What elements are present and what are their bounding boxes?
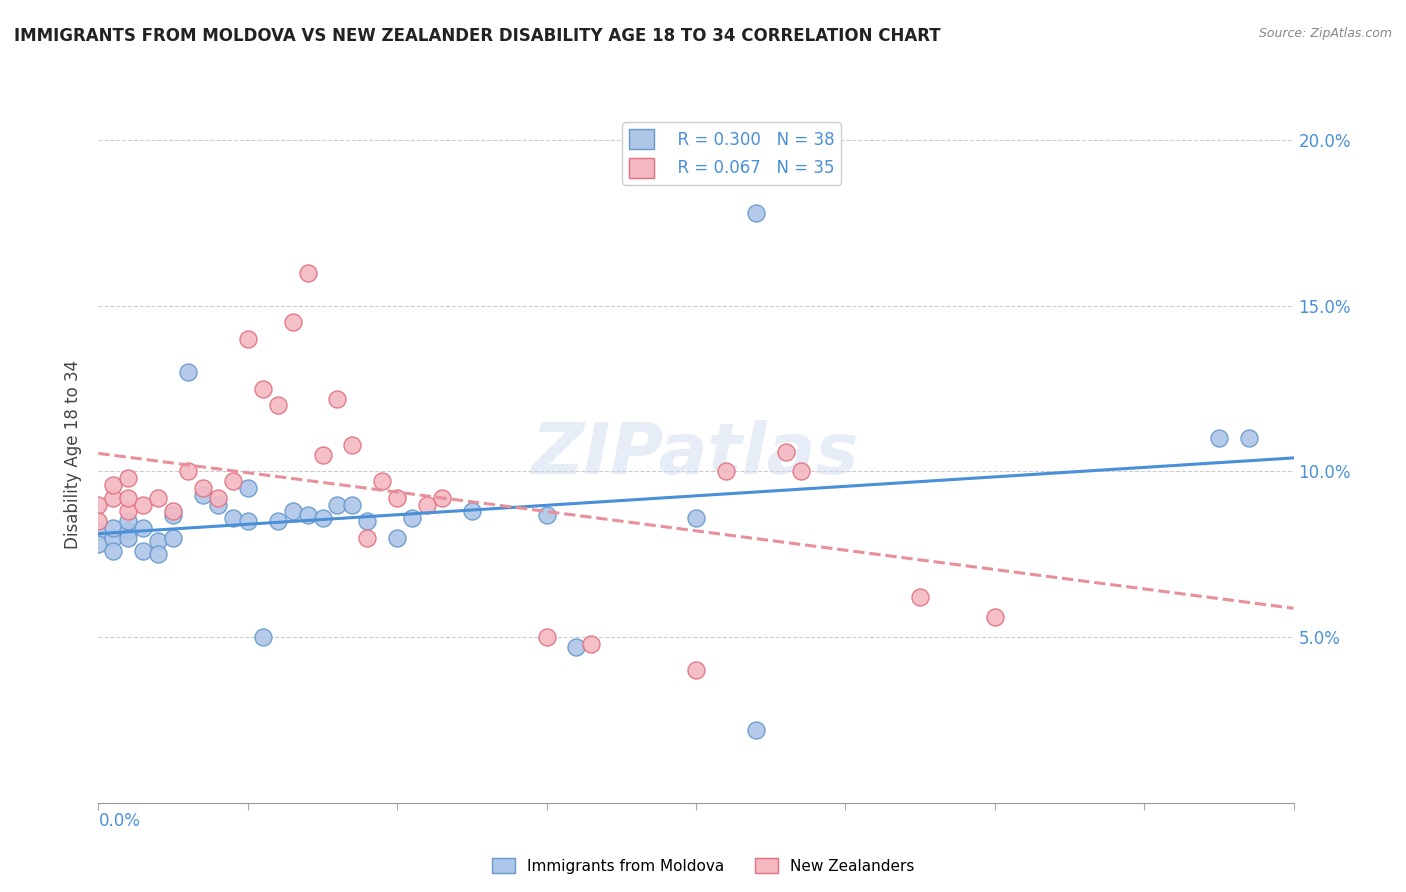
Point — [177, 465, 200, 479]
Point — [1237, 431, 1260, 445]
Point — [401, 511, 423, 525]
Point — [148, 547, 170, 561]
Point — [103, 521, 125, 535]
Point — [252, 382, 274, 396]
Point — [117, 514, 139, 528]
Point — [207, 498, 229, 512]
Point — [191, 488, 214, 502]
Y-axis label: Disability Age 18 to 34: Disability Age 18 to 34 — [65, 360, 83, 549]
Point — [983, 610, 1005, 624]
Point — [267, 514, 290, 528]
Point — [297, 508, 319, 522]
Text: IMMIGRANTS FROM MOLDOVA VS NEW ZEALANDER DISABILITY AGE 18 TO 34 CORRELATION CHA: IMMIGRANTS FROM MOLDOVA VS NEW ZEALANDER… — [14, 27, 941, 45]
Text: ZIPatlas: ZIPatlas — [533, 420, 859, 490]
Point — [117, 471, 139, 485]
Point — [342, 438, 364, 452]
Point — [103, 477, 125, 491]
Point — [371, 475, 394, 489]
Point — [87, 524, 110, 538]
Point — [236, 514, 259, 528]
Point — [87, 537, 110, 551]
Point — [775, 444, 797, 458]
Legend: Immigrants from Moldova, New Zealanders: Immigrants from Moldova, New Zealanders — [485, 852, 921, 880]
Text: 0.0%: 0.0% — [98, 812, 141, 830]
Point — [222, 511, 245, 525]
Point — [385, 491, 409, 505]
Point — [430, 491, 453, 505]
Point — [536, 508, 558, 522]
Point — [177, 365, 200, 379]
Point — [222, 475, 245, 489]
Point — [461, 504, 484, 518]
Point — [281, 504, 304, 518]
Point — [685, 511, 707, 525]
Point — [342, 498, 364, 512]
Point — [236, 332, 259, 346]
Point — [908, 591, 931, 605]
Point — [536, 630, 558, 644]
Point — [148, 534, 170, 549]
Point — [311, 511, 333, 525]
Point — [356, 514, 378, 528]
Point — [103, 544, 125, 558]
Point — [685, 663, 707, 677]
Point — [87, 498, 110, 512]
Point — [191, 481, 214, 495]
Point — [789, 465, 811, 479]
Point — [581, 637, 603, 651]
Point — [565, 640, 588, 654]
Point — [132, 498, 155, 512]
Point — [326, 498, 349, 512]
Point — [162, 508, 184, 522]
Text: Source: ZipAtlas.com: Source: ZipAtlas.com — [1258, 27, 1392, 40]
Point — [311, 448, 333, 462]
Point — [385, 531, 409, 545]
Point — [267, 398, 290, 412]
Point — [132, 544, 155, 558]
Point — [745, 723, 768, 737]
Point — [103, 491, 125, 505]
Point — [117, 491, 139, 505]
Legend:   R = 0.300   N = 38,   R = 0.067   N = 35: R = 0.300 N = 38, R = 0.067 N = 35 — [623, 122, 841, 185]
Point — [281, 315, 304, 329]
Point — [207, 491, 229, 505]
Point — [714, 465, 737, 479]
Point — [326, 392, 349, 406]
Point — [132, 521, 155, 535]
Point — [162, 531, 184, 545]
Point — [162, 504, 184, 518]
Point — [1208, 431, 1230, 445]
Point — [148, 491, 170, 505]
Point — [356, 531, 378, 545]
Point — [745, 206, 768, 220]
Point — [297, 266, 319, 280]
Point — [117, 524, 139, 538]
Point — [416, 498, 439, 512]
Point — [87, 514, 110, 528]
Point — [117, 504, 139, 518]
Point — [236, 481, 259, 495]
Point — [117, 531, 139, 545]
Point — [103, 531, 125, 545]
Point — [252, 630, 274, 644]
